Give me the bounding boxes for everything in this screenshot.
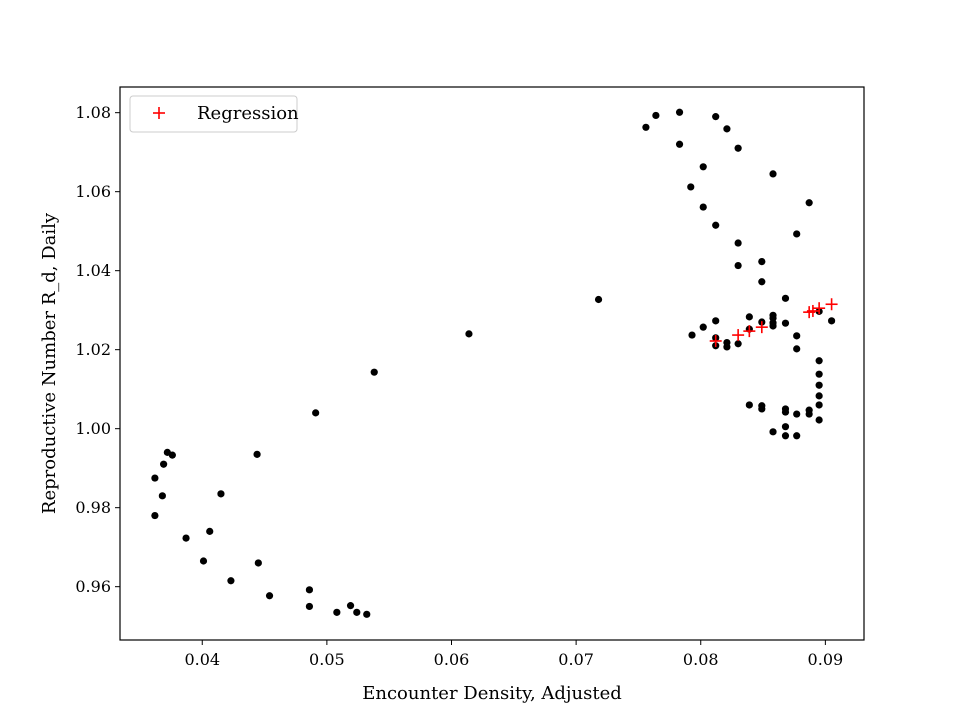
data-point (734, 144, 742, 152)
regression-marker (743, 325, 756, 338)
x-axis-label: Encounter Density, Adjusted (362, 683, 622, 704)
y-tick-label: 1.02 (75, 340, 111, 359)
data-point (642, 123, 650, 131)
data-point (199, 557, 208, 565)
data-point (758, 257, 766, 266)
x-tick-label: 0.06 (434, 650, 470, 669)
data-point (151, 511, 159, 520)
regression-marker (709, 334, 722, 347)
data-point (769, 428, 777, 436)
y-axis-ticks: 0.96 0.98 1.00 1.02 1.04 1.06 1.08 (75, 103, 120, 596)
x-tick-label: 0.05 (309, 650, 345, 669)
regression-marker (806, 304, 819, 317)
y-tick-label: 1.00 (75, 419, 111, 438)
data-point (687, 183, 695, 191)
regression-marker (732, 329, 745, 342)
data-point (699, 323, 707, 331)
y-tick-label: 1.04 (75, 261, 111, 280)
data-point (712, 317, 720, 325)
data-point (769, 170, 777, 178)
regression-marker (825, 298, 838, 311)
data-point (793, 345, 801, 353)
y-tick-label: 0.98 (75, 498, 111, 517)
data-point (699, 203, 707, 211)
y-tick-label: 0.96 (75, 577, 111, 596)
legend-plus-marker (153, 107, 165, 119)
legend-label-regression: Regression (197, 103, 299, 124)
data-point (793, 332, 801, 340)
data-point (815, 392, 823, 400)
data-point (160, 460, 168, 468)
data-point (363, 610, 371, 618)
legend-box (129, 95, 298, 133)
data-point (312, 409, 320, 417)
data-point (745, 401, 753, 409)
data-point (793, 432, 801, 440)
data-point (781, 432, 790, 440)
data-point (815, 416, 823, 424)
data-point (370, 368, 378, 376)
data-points (151, 108, 838, 618)
data-point (254, 559, 262, 567)
data-point (305, 586, 314, 594)
data-point (723, 125, 731, 133)
data-point (652, 111, 660, 120)
data-point (769, 322, 777, 330)
data-point (158, 492, 166, 500)
y-tick-label: 1.06 (75, 182, 111, 201)
data-point (781, 319, 790, 327)
data-point (805, 199, 813, 207)
data-point (805, 410, 813, 418)
data-point (815, 357, 823, 365)
data-point (305, 602, 314, 611)
x-tick-label: 0.08 (683, 650, 719, 669)
data-point (675, 140, 684, 148)
data-point (781, 408, 790, 416)
data-point (675, 108, 684, 116)
x-axis-ticks: 0.04 0.05 0.06 0.07 0.08 0.09 (184, 640, 843, 669)
data-point (206, 527, 214, 535)
data-point (151, 474, 159, 482)
plot-area-frame (119, 86, 865, 641)
data-point (217, 490, 225, 498)
data-point (333, 608, 341, 616)
x-tick-label: 0.09 (808, 650, 844, 669)
data-point (265, 592, 274, 600)
data-point (168, 451, 176, 459)
data-point (353, 608, 361, 616)
data-point (734, 239, 742, 247)
x-tick-label: 0.07 (558, 650, 594, 669)
data-point (465, 330, 473, 338)
data-point (734, 340, 742, 348)
data-point (734, 261, 742, 270)
data-point (758, 405, 766, 413)
y-tick-label: 1.08 (75, 103, 111, 122)
legend: Regression (129, 95, 299, 133)
data-point (781, 294, 790, 302)
data-point (712, 113, 720, 121)
data-point (781, 423, 790, 431)
data-point (793, 230, 801, 238)
data-point (815, 401, 823, 409)
regression-marker (755, 321, 768, 334)
data-point (594, 295, 603, 304)
data-point (758, 278, 766, 286)
data-point (793, 410, 801, 418)
x-tick-label: 0.04 (184, 650, 220, 669)
data-point (227, 577, 235, 585)
data-point (253, 450, 261, 458)
data-point (712, 221, 720, 229)
data-point (688, 331, 696, 339)
data-point (699, 163, 707, 171)
data-point (745, 313, 753, 321)
data-point (815, 370, 823, 378)
data-point (723, 343, 731, 351)
regression-marker (813, 302, 826, 315)
data-point (815, 381, 823, 389)
data-point (827, 317, 836, 325)
data-point (346, 602, 355, 610)
data-point (182, 534, 190, 542)
y-axis-label: Reproductive Number R_d, Daily (39, 212, 60, 514)
